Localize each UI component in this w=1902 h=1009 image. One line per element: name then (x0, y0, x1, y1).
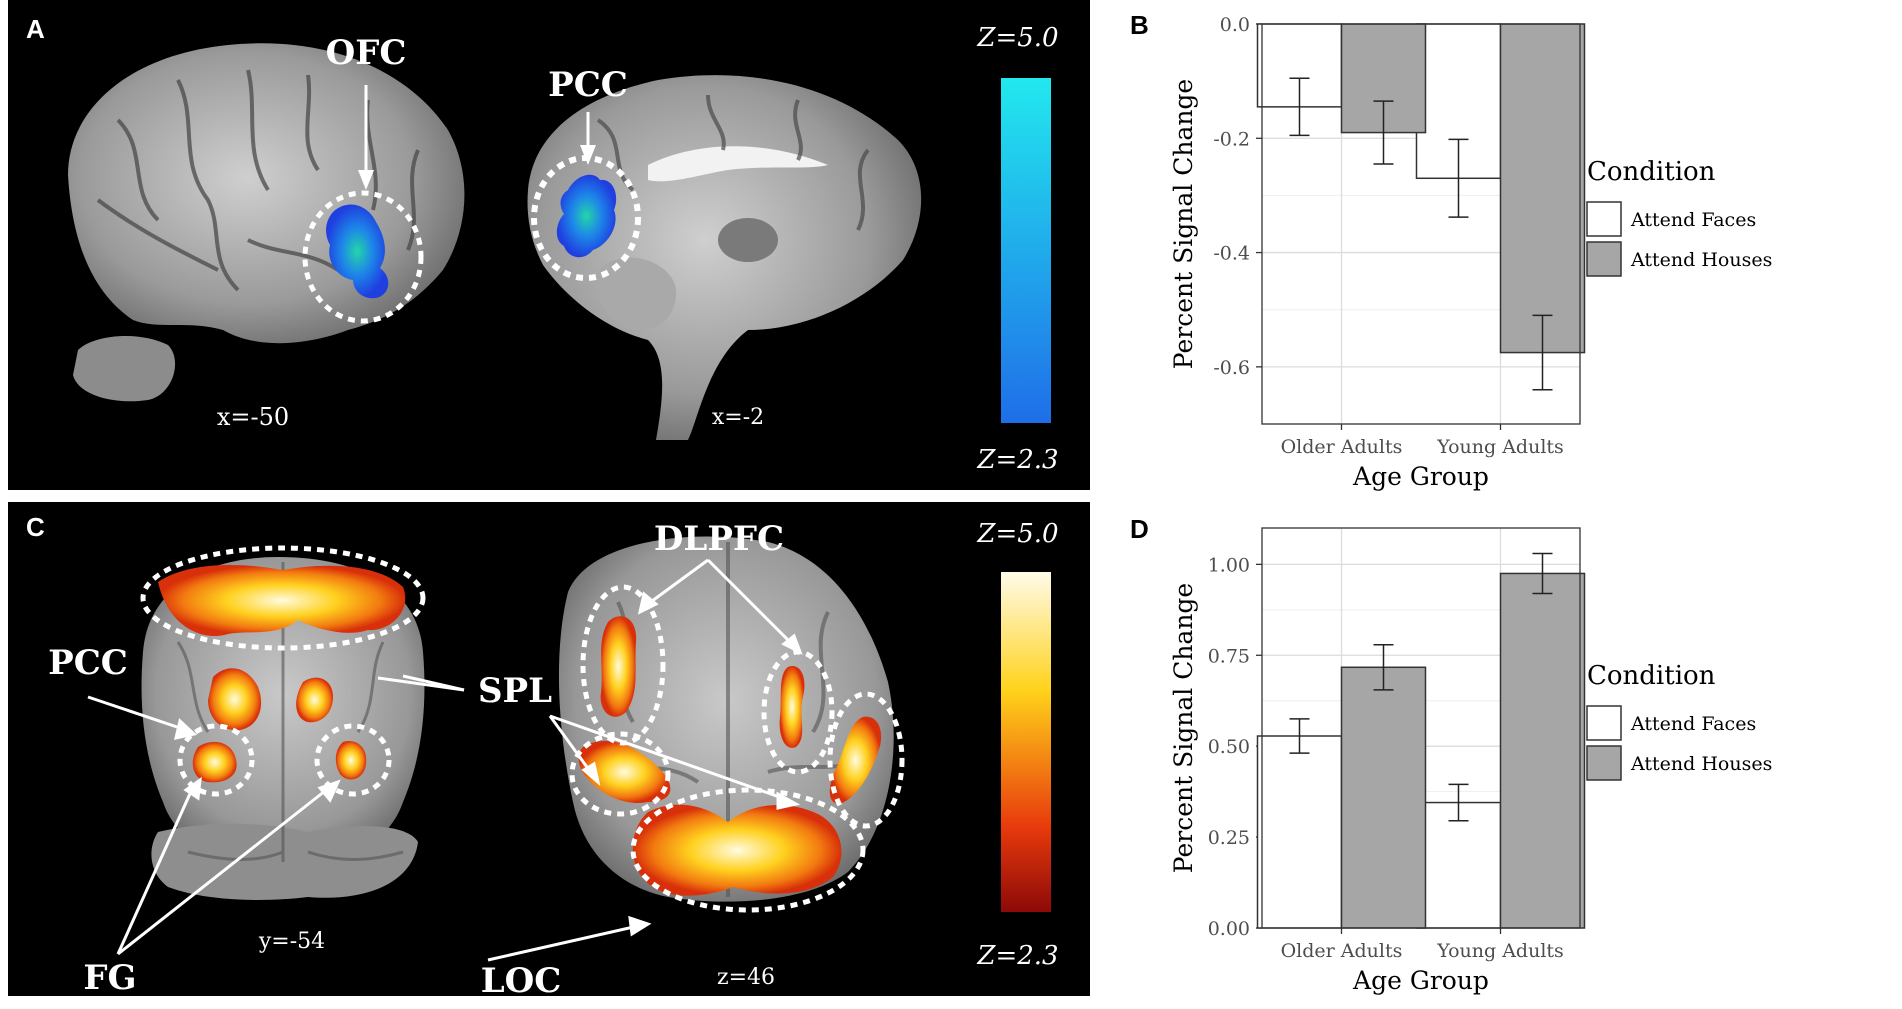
fg-blob-left (192, 741, 237, 783)
pcc-label-a: PCC (548, 65, 628, 105)
panel-letter-b: B (1130, 10, 1149, 40)
pcc-label-c: PCC (48, 643, 128, 683)
legend-title: Condition (1587, 661, 1716, 691)
lateral-brain-x-50 (68, 43, 465, 402)
bar-attend-houses-young-adults (1499, 23, 1586, 354)
fg-label: FG (83, 958, 136, 996)
legend-swatch (1586, 241, 1622, 277)
x-axis-title: Age Group (1352, 462, 1489, 491)
x-tick-label: Older Adults (1281, 940, 1403, 962)
spl-region-circle-coronal (140, 545, 426, 651)
legend-swatch (1586, 745, 1622, 781)
loc-blob (632, 804, 842, 896)
legend-swatch (1586, 705, 1622, 741)
ofc-label: OFC (326, 33, 407, 73)
dlpfc-blob-left (600, 616, 637, 717)
dlpfc-label: DLPFC (654, 519, 784, 559)
x-axis-title: Age Group (1352, 966, 1489, 995)
scale-max-label-c: Z=5.0 (976, 519, 1058, 549)
legend-label: Attend Faces (1630, 713, 1756, 735)
scale-min-label-a: Z=2.3 (976, 445, 1058, 475)
loc-region-circle (630, 787, 866, 913)
y-axis-title: Percent Signal Change (1169, 583, 1198, 873)
legend-label: Attend Houses (1630, 249, 1772, 271)
blue-z-colorbar (1001, 78, 1051, 423)
legend-label: Attend Faces (1630, 209, 1756, 231)
bar-attend-faces-older-adults (1256, 735, 1343, 929)
coord-x-50-label: x=-50 (217, 403, 289, 431)
panel-letter-a: A (26, 14, 45, 44)
y-axis-title: Percent Signal Change (1169, 79, 1198, 369)
plot-border (1261, 23, 1581, 425)
spl-blob-coronal (158, 565, 406, 637)
y-tick-label: 1.00 (1208, 554, 1250, 576)
y-tick-label: 0.25 (1208, 827, 1250, 849)
panel-c-arrows (87, 558, 803, 962)
panel-a-brain-image: OFC x=-50 PCC x=-2 Z=5.0 Z=2.3 A (8, 0, 1090, 490)
dlpfc-blob-right (779, 666, 805, 748)
y-tick-label: -0.2 (1213, 128, 1250, 150)
spl-blob-axial-left (578, 740, 671, 803)
coord-x-2-label: x=-2 (712, 405, 764, 430)
plot-border (1261, 527, 1581, 929)
pcc-blob-coronal-right (296, 677, 333, 723)
scale-max-label-a: Z=5.0 (976, 23, 1058, 53)
ofc-region-circle (302, 190, 424, 324)
panel-c-svg: PCC FG SPL DLPFC LOC y=-54 z=46 Z=5.0 Z=… (48, 519, 1058, 1001)
y-tick-label: 0.00 (1208, 918, 1250, 940)
y-tick-label: -0.4 (1213, 243, 1250, 265)
y-tick-label: -0.6 (1213, 357, 1250, 379)
panel-letter-d: D (1130, 514, 1149, 544)
legend-title: Condition (1587, 157, 1716, 187)
panel-c-brain-image: PCC FG SPL DLPFC LOC y=-54 z=46 Z=5.0 Z=… (8, 502, 1090, 1001)
ofc-activation-blob (326, 204, 389, 299)
scale-min-label-c: Z=2.3 (976, 941, 1058, 971)
x-tick-label: Older Adults (1281, 436, 1403, 458)
panel-letter-c: C (26, 512, 45, 542)
fg-blob-right (335, 741, 367, 780)
spl-region-circle-axial-left (569, 731, 671, 817)
pcc-blob-coronal-left (208, 668, 262, 731)
loc-label: LOC (481, 961, 562, 996)
spl-blob-axial-right (829, 716, 882, 804)
bar-attend-houses-older-adults (1340, 666, 1427, 929)
spl-region-circle-axial-right (827, 691, 905, 829)
pcc-activation-blob (556, 174, 617, 258)
fg-region-circle-left (177, 723, 255, 797)
y-tick-label: 0.75 (1208, 645, 1250, 667)
panel-a-svg: OFC x=-50 PCC x=-2 Z=5.0 Z=2.3 (68, 23, 1059, 475)
chart-b: 0.0 -0.2 -0.4 -0.6 Older Adults Young Adults A… (1169, 14, 1772, 491)
legend-swatch (1586, 201, 1622, 237)
spl-label: SPL (478, 671, 552, 711)
coord-z-46-label: z=46 (717, 965, 775, 990)
coord-y-54-label: y=-54 (258, 929, 325, 954)
x-tick-label: Young Adults (1436, 436, 1564, 458)
bar-attend-houses-young-adults (1499, 572, 1586, 929)
x-tick-label: Young Adults (1436, 940, 1564, 962)
chart-d: 0.00 0.25 0.50 0.75 1.00 Older Adults Young Ad… (1169, 527, 1772, 995)
legend-label: Attend Houses (1630, 753, 1772, 775)
y-tick-label: 0.50 (1208, 736, 1250, 758)
hot-z-colorbar (1001, 572, 1051, 912)
fg-region-circle-right (314, 723, 392, 797)
y-tick-label: 0.0 (1220, 14, 1250, 36)
